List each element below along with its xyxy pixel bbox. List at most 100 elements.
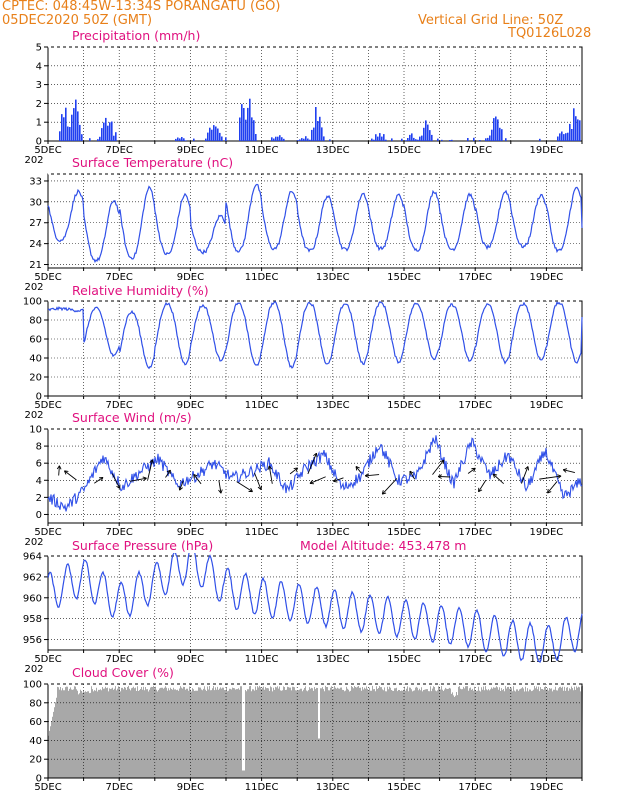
precip-ytick-label: 3	[36, 80, 42, 91]
wind-arrow	[521, 466, 529, 484]
precip-bar	[79, 124, 81, 141]
precip-bar	[493, 118, 495, 141]
pres-xtick-label: 7DEC	[106, 654, 133, 665]
precip-bar	[499, 127, 501, 141]
wind-arrow	[381, 478, 398, 495]
wind-arrowhead	[267, 465, 273, 470]
rh-ytick-label: 100	[23, 297, 42, 308]
precip-bar	[75, 99, 77, 141]
rh-ytick-label: 20	[29, 373, 42, 384]
precip-bar	[569, 123, 571, 141]
precip-bar	[181, 137, 183, 141]
precip-bar	[275, 136, 277, 141]
precip-bar	[467, 138, 469, 141]
wind-arrowhead	[98, 476, 104, 482]
pres-xtick-label: 11DEC	[245, 654, 279, 665]
precip-bar	[253, 120, 255, 141]
rh-ytick-label: 80	[29, 316, 42, 327]
precip-bar	[299, 139, 301, 141]
temp-xtick-label: 19DEC	[530, 272, 564, 283]
temp-ytick-label: 27	[29, 218, 42, 229]
wind-arrow	[147, 459, 153, 481]
precip-ytick-label: 1	[36, 118, 42, 129]
wind-arrow	[492, 473, 504, 484]
wind-arrowhead	[478, 487, 483, 493]
wind-arrow	[193, 474, 202, 485]
precip-bar	[379, 133, 381, 141]
rh-xtick-label: 11DEC	[245, 400, 279, 411]
cloud-ytick-label: 0	[36, 774, 42, 785]
pressure-line	[47, 541, 583, 664]
wind-arrowhead	[557, 474, 562, 479]
precip-bar	[329, 139, 331, 141]
precip-bar	[77, 111, 79, 141]
wind-arrow	[478, 479, 487, 493]
rh-xtick-label: 19DEC	[530, 400, 564, 411]
cloud-xtick-label: 19DEC	[530, 782, 564, 793]
precip-bar	[205, 138, 207, 141]
wind-arrow	[94, 477, 104, 484]
wind-xtick-label: 19DEC	[530, 527, 564, 538]
wind-xtick-label: 9DEC	[177, 527, 204, 538]
precip-bar	[383, 134, 385, 141]
precip-bar	[217, 128, 219, 141]
precip-bar	[307, 138, 309, 141]
temp-xtick-label: 11DEC	[245, 272, 279, 283]
precip-bar	[381, 136, 383, 141]
wind-arrow	[64, 470, 77, 481]
wind-frame	[47, 428, 583, 524]
precip-bar	[571, 129, 573, 141]
precip-bar	[559, 133, 561, 141]
precip-bar	[419, 136, 421, 141]
temp-xtick-label: 13DEC	[316, 272, 350, 283]
wind-arrow	[409, 470, 416, 480]
precip-bar	[315, 107, 317, 141]
wind-arrowhead	[64, 470, 69, 475]
wind-arrowhead	[218, 489, 223, 494]
precip-xtick-label: 13DEC	[316, 145, 350, 156]
precip-bar	[111, 121, 113, 141]
wind-arrowhead	[166, 469, 171, 475]
cloud-xtick-label: 11DEC	[245, 782, 279, 793]
precip-bar	[449, 140, 451, 141]
temp-xtick-label: 7DEC	[106, 272, 133, 283]
wind-vectors	[56, 452, 575, 495]
wind-arrowhead	[562, 468, 568, 473]
precip-bar	[427, 124, 429, 141]
pres-title: Surface Pressure (hPa)	[70, 538, 216, 553]
wind-arrowhead	[471, 467, 476, 473]
wind-arrow	[236, 481, 253, 492]
wind-arrow	[438, 476, 451, 478]
precip-bar	[177, 137, 179, 141]
precip-bar	[473, 137, 475, 141]
precip-bar	[377, 136, 379, 141]
precip-bar	[63, 117, 65, 141]
wind-arrow	[432, 459, 445, 475]
wind-arrow	[179, 480, 184, 491]
wind-year-label: 202	[24, 537, 43, 548]
precip-xtick-label: 7DEC	[106, 145, 133, 156]
wind-ytick-label: 6	[36, 459, 42, 470]
wind-arrowhead	[178, 486, 183, 491]
wind-arrowhead	[293, 467, 299, 472]
cloud-xtick-label: 13DEC	[316, 782, 350, 793]
precip-xtick-label: 5DEC	[34, 145, 61, 156]
precip-bar	[385, 139, 387, 141]
rh-title: Relative Humidity (%)	[70, 283, 211, 298]
precip-bar	[283, 138, 285, 141]
temp-xtick-label: 17DEC	[458, 272, 492, 283]
precip-bar	[97, 139, 99, 141]
precip-bar	[65, 107, 67, 141]
precip-bar	[311, 129, 313, 141]
precip-bar	[561, 131, 563, 141]
precip-bar	[215, 126, 217, 141]
wind-arrowhead	[355, 466, 360, 471]
precip-bar	[557, 136, 559, 141]
precip-xtick-label: 19DEC	[530, 145, 564, 156]
wind-arrow	[333, 477, 344, 482]
wind-arrow	[355, 466, 362, 474]
wind-xtick-label: 11DEC	[245, 527, 279, 538]
precip-bar	[183, 138, 185, 141]
precip-bar	[371, 138, 373, 141]
rh-xtick-label: 7DEC	[106, 400, 133, 411]
